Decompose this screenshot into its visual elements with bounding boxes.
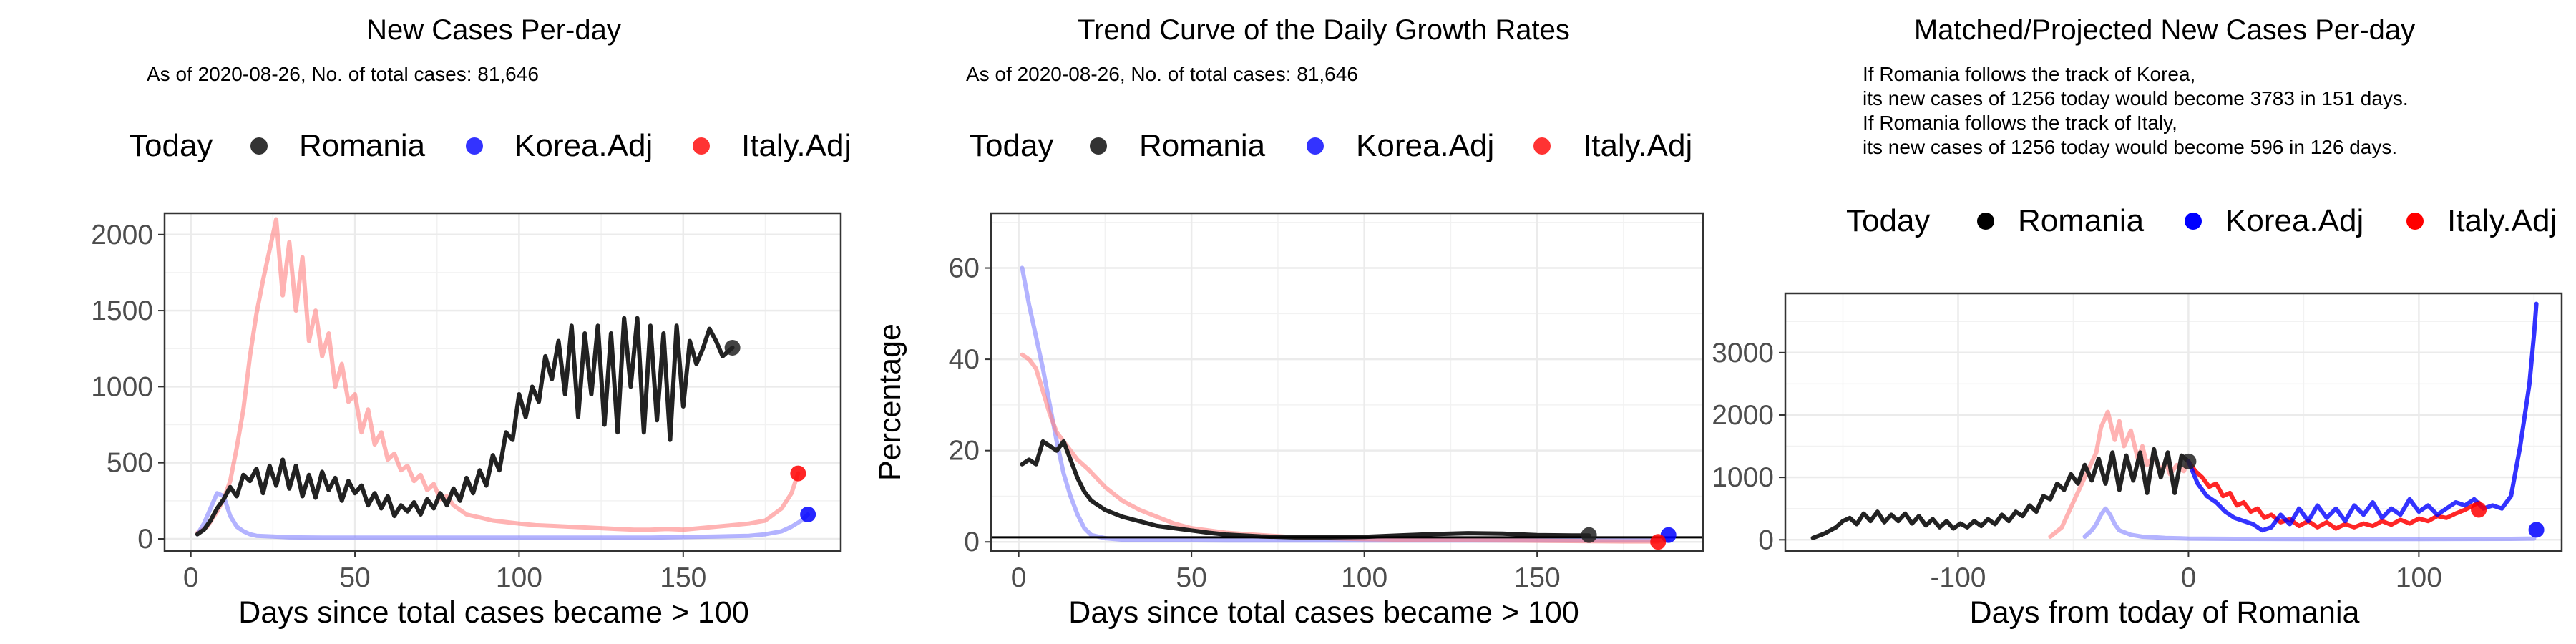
today-point-romania (2180, 453, 2197, 469)
panel-border (1784, 292, 2563, 552)
legend-label-romania: Romania (1139, 128, 1266, 163)
plot-background (991, 213, 1703, 551)
today-point-korea-adj (800, 506, 816, 522)
x-tick-label: 150 (1514, 562, 1561, 593)
x-tick-label: 50 (339, 562, 370, 593)
legend-title: Today (1846, 203, 1930, 238)
x-tick-label: 100 (2396, 562, 2442, 593)
y-tick-label: 2000 (91, 220, 153, 250)
legend-title: Today (970, 128, 1053, 163)
legend-title: Today (129, 128, 213, 163)
series-line-italy-adj (1020, 352, 1661, 544)
x-tick-label: 0 (183, 562, 199, 593)
y-tick-label: 1000 (91, 371, 153, 402)
x-tick-label: 100 (1341, 562, 1387, 593)
series-line-korea-adj-matched (2082, 506, 2537, 542)
legend-swatch-italy (693, 137, 710, 155)
series-line-romania (1020, 439, 1591, 540)
y-tick-label: 2000 (1712, 400, 1774, 431)
legend-label-italy: Italy.Adj (741, 128, 851, 163)
series-line-korea-adj-projected (2186, 301, 2539, 533)
panel-title: New Cases Per-day (366, 14, 621, 46)
today-point-romania (724, 339, 741, 356)
x-axis-title: Days since total cases became > 100 (1068, 595, 1579, 630)
series-line-italy-adj-projected (2186, 459, 2482, 531)
y-tick-label: 3000 (1712, 338, 1774, 369)
plot-area (991, 213, 1703, 551)
plot-area (165, 213, 841, 551)
legend-label-italy: Italy.Adj (2447, 203, 2557, 238)
panel-subtitle-line: its new cases of 1256 today would become… (1863, 87, 2409, 109)
legend-swatch-korea (1307, 137, 1324, 155)
legend-label-korea: Korea.Adj (1356, 128, 1494, 163)
panel-subtitle-line: If Romania follows the track of Italy, (1863, 112, 2177, 134)
series-layer (1810, 301, 2539, 542)
plot-background (165, 213, 841, 551)
today-point-italy-adj (2471, 502, 2487, 518)
y-tick-label: 500 (107, 448, 153, 479)
panel-subtitle-line: As of 2020-08-26, No. of total cases: 81… (147, 63, 539, 85)
panel-growth-rates: Trend Curve of the Daily Growth Rates As… (873, 14, 1704, 630)
y-tick-label: 40 (949, 344, 980, 375)
legend-swatch-romania (250, 137, 268, 155)
x-tick-label: -100 (1930, 562, 1986, 593)
panel-projected: Matched/Projected New Cases Per-day If R… (1712, 14, 2563, 630)
panel-title: Trend Curve of the Daily Growth Rates (1078, 14, 1570, 46)
panel-subtitle-line: If Romania follows the track of Korea, (1863, 63, 2195, 85)
series-line-italy-adj (195, 217, 801, 535)
legend-label-romania: Romania (299, 128, 426, 163)
legend: Today Romania Korea.Adj Italy.Adj (129, 128, 851, 163)
y-tick-label: 60 (949, 253, 980, 284)
today-point-italy-adj (790, 465, 806, 482)
x-tick-label: 0 (2181, 562, 2197, 593)
x-axis-title: Days since total cases became > 100 (238, 595, 748, 630)
panel-title: Matched/Projected New Cases Per-day (1914, 14, 2415, 46)
x-tick-label: 0 (1011, 562, 1027, 593)
series-line-romania (1810, 447, 2191, 540)
legend-label-italy: Italy.Adj (1583, 128, 1692, 163)
legend-swatch-romania (1977, 213, 1994, 230)
y-tick-label: 20 (949, 436, 980, 467)
y-tick-label: 1500 (91, 296, 153, 326)
today-point-korea-adj (2528, 522, 2545, 538)
panel-border (163, 212, 842, 552)
today-point-italy-adj (1650, 534, 1667, 550)
legend-label-korea: Korea.Adj (2225, 203, 2363, 238)
legend: Today Romania Korea.Adj Italy.Adj (970, 128, 1692, 163)
legend-label-romania: Romania (2018, 203, 2145, 238)
today-point-romania (1581, 527, 1597, 543)
x-tick-label: 50 (1176, 562, 1206, 593)
y-axis-title: Percentage (873, 323, 907, 481)
y-tick-label: 0 (964, 527, 980, 557)
y-tick-label: 0 (1758, 525, 1774, 555)
plot-background (1785, 293, 2562, 551)
legend-swatch-korea (466, 137, 483, 155)
legend-swatch-italy (1533, 137, 1551, 155)
x-tick-label: 100 (496, 562, 542, 593)
legend: Today Romania Korea.Adj Italy.Adj (1846, 203, 2557, 238)
x-tick-label: 150 (660, 562, 706, 593)
panel-new-cases: New Cases Per-day As of 2020-08-26, No. … (91, 14, 851, 630)
series-layer (1020, 265, 1671, 544)
legend-swatch-korea (2185, 213, 2202, 230)
plot-area (1785, 293, 2562, 551)
series-layer (195, 217, 811, 540)
y-tick-label: 0 (137, 524, 153, 555)
panel-subtitle-line: its new cases of 1256 today would become… (1863, 136, 2397, 158)
panel-subtitle-line: As of 2020-08-26, No. of total cases: 81… (966, 63, 1358, 85)
x-axis-title: Days from today of Romania (1970, 595, 2360, 630)
legend-label-korea: Korea.Adj (514, 128, 653, 163)
y-tick-label: 1000 (1712, 462, 1774, 493)
legend-swatch-romania (1090, 137, 1107, 155)
series-line-romania (195, 316, 735, 537)
panel-border (990, 212, 1704, 552)
legend-swatch-italy (2406, 213, 2424, 230)
